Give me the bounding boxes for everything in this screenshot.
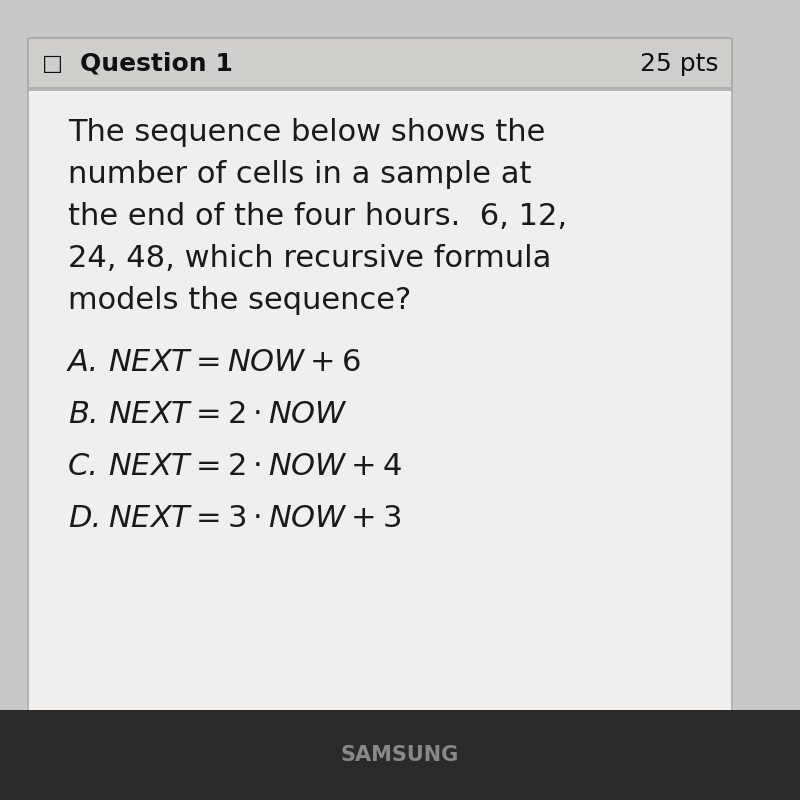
Text: 24, 48, which recursive formula: 24, 48, which recursive formula [68, 244, 551, 273]
Text: models the sequence?: models the sequence? [68, 286, 411, 315]
Text: B.: B. [68, 400, 98, 429]
Text: SAMSUNG: SAMSUNG [341, 745, 459, 765]
Text: $NEXT = 2 \cdot NOW$: $NEXT = 2 \cdot NOW$ [108, 400, 348, 429]
Text: A.: A. [68, 348, 99, 377]
Text: Question 1: Question 1 [80, 52, 233, 76]
Text: □: □ [42, 54, 62, 74]
FancyBboxPatch shape [28, 38, 732, 712]
Text: $NEXT = 3 \cdot NOW + 3$: $NEXT = 3 \cdot NOW + 3$ [108, 504, 402, 533]
Text: D.: D. [68, 504, 102, 533]
FancyBboxPatch shape [28, 38, 732, 90]
Text: C.: C. [68, 452, 99, 481]
Bar [0, 710, 800, 800]
Text: $NEXT = 2 \cdot NOW + 4$: $NEXT = 2 \cdot NOW + 4$ [108, 452, 402, 481]
Text: $NEXT = NOW + 6$: $NEXT = NOW + 6$ [108, 348, 361, 377]
Text: 25 pts: 25 pts [639, 52, 718, 76]
Text: The sequence below shows the: The sequence below shows the [68, 118, 546, 147]
Text: number of cells in a sample at: number of cells in a sample at [68, 160, 531, 189]
Text: the end of the four hours.  6, 12,: the end of the four hours. 6, 12, [68, 202, 567, 231]
